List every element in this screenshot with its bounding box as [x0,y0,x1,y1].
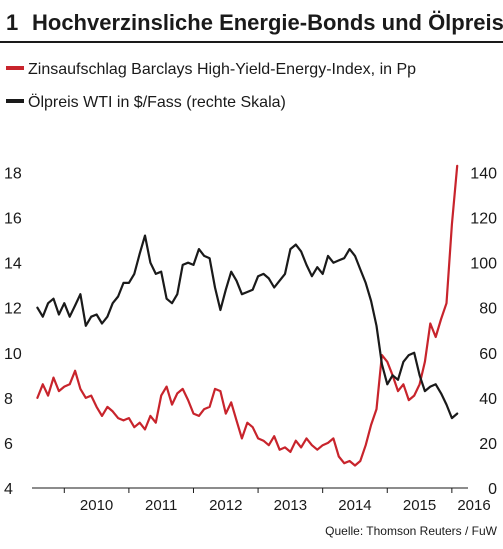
legend-label-oil: Ölpreis WTI in $/Fass (rechte Skala) [28,93,286,111]
x-tick-label: 2016 [457,497,490,514]
y-left-tick-label: 14 [4,256,22,273]
y-right-tick-label: 60 [479,346,497,363]
x-tick-label: 2012 [209,497,242,514]
chart-number: 1 [6,10,18,35]
x-tick-label: 2011 [145,497,177,514]
y-left-tick-label: 10 [4,346,22,363]
x-tick-label: 2010 [80,497,113,514]
legend: Zinsaufschlag Barclays High-Yield-Energy… [6,61,416,111]
legend-swatch-oil [6,99,24,103]
source-note: Quelle: Thomson Reuters / FuW [325,524,498,538]
y-right-tick-label: 140 [470,166,497,183]
chart-title: Hochverzinsliche Energie-Bonds und Ölpre… [32,10,503,35]
y-right-tick-label: 100 [470,256,497,273]
x-tick-label: 2014 [338,497,371,514]
y-right-tick-label: 20 [479,436,497,453]
x-tick-label: 2013 [274,497,307,514]
y-right-tick-label: 120 [470,211,497,228]
legend-swatch-spread [6,66,24,70]
y-left-tick-label: 8 [4,391,13,408]
y-right-tick-label: 40 [479,391,497,408]
y-left-tick-label: 6 [4,436,13,453]
series-line-spread [36,164,459,467]
y-left-tick-label: 12 [4,301,22,318]
y-right-tick-label: 0 [488,481,497,498]
y-left-tick-label: 4 [4,481,13,498]
x-tick-label: 2015 [403,497,436,514]
series-line-oil [36,234,459,420]
y-left-tick-label: 16 [4,211,22,228]
y-right-tick-label: 80 [479,301,497,318]
axes-layer: 2010 2011 2012 2013 2014 2015 2016 4 6 8 10 12 14 16 1… [4,166,497,514]
title-rule [0,41,503,43]
y-left-tick-label: 18 [4,166,22,183]
series-layer [36,164,459,467]
legend-label-spread: Zinsaufschlag Barclays High-Yield-Energy… [28,61,416,78]
